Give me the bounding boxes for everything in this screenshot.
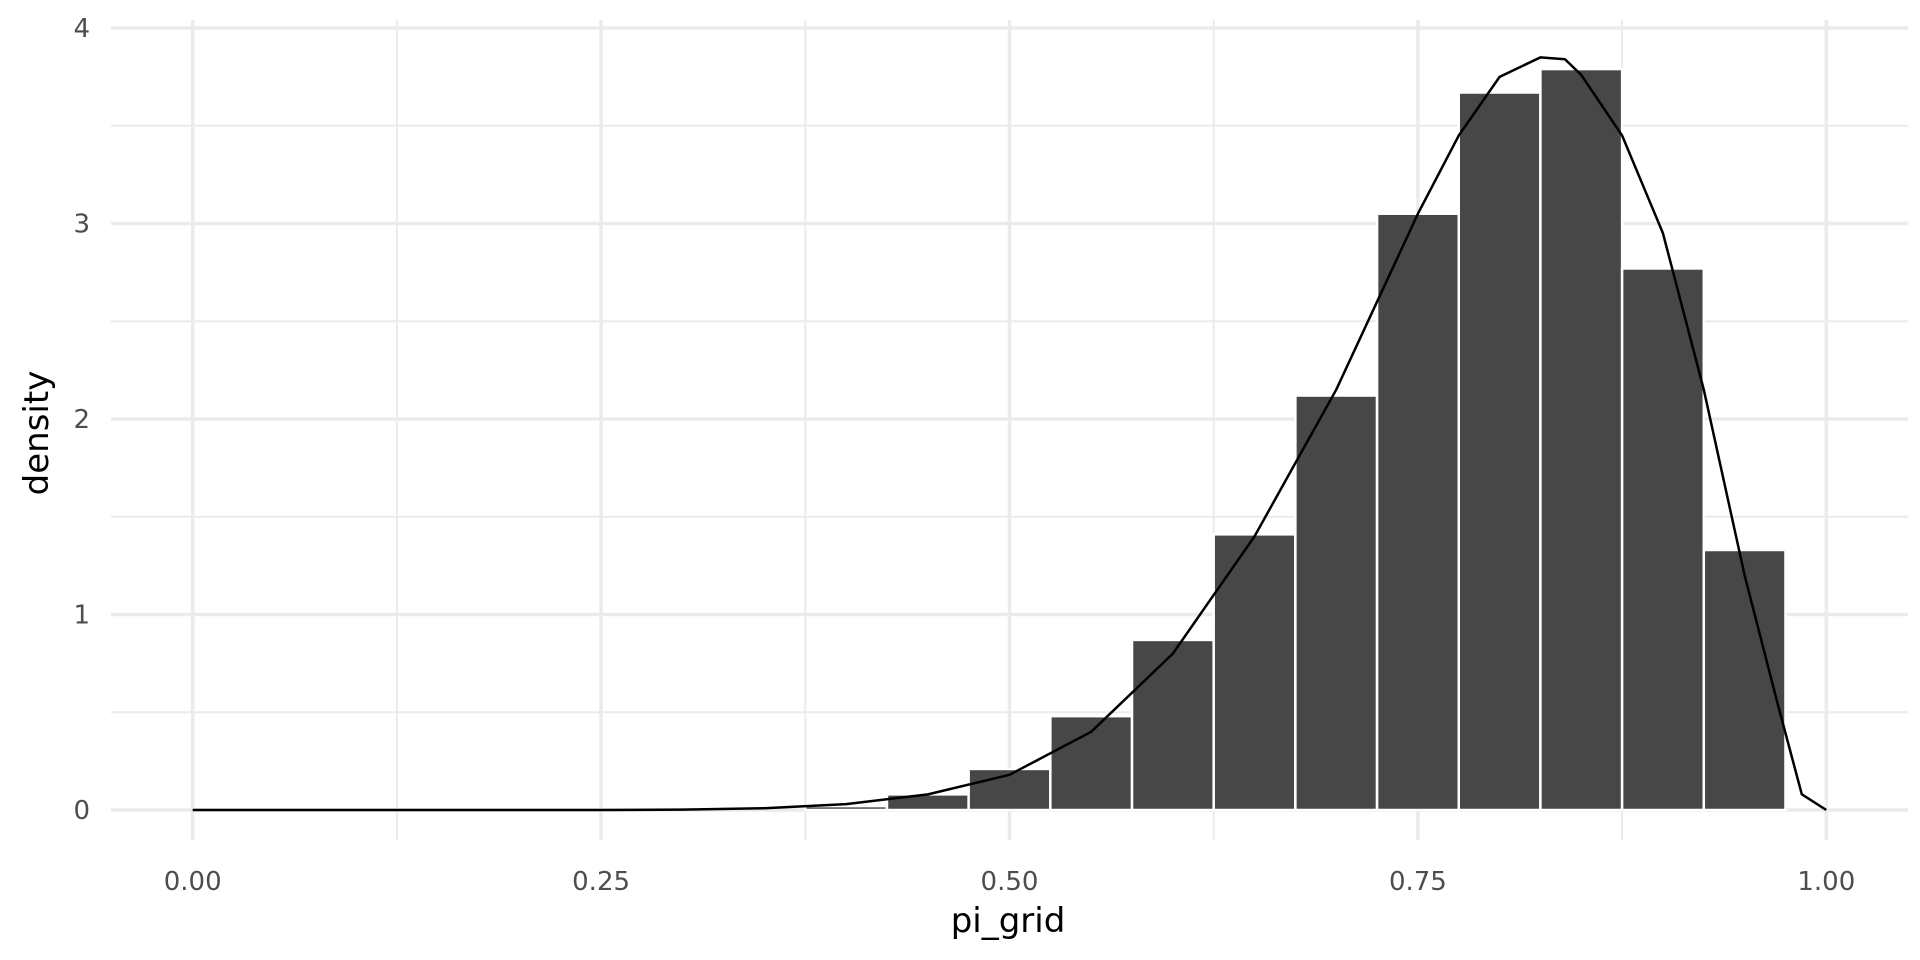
y-tick-label: 2 bbox=[73, 405, 90, 435]
x-tick-label: 0.50 bbox=[981, 867, 1039, 897]
histogram-bar bbox=[1130, 638, 1215, 812]
x-tick-label: 0.75 bbox=[1389, 867, 1447, 897]
y-tick-label: 0 bbox=[73, 796, 90, 826]
x-tick-label: 0.25 bbox=[572, 867, 630, 897]
histogram-bar bbox=[1457, 91, 1542, 812]
x-tick-label: 1.00 bbox=[1797, 867, 1855, 897]
y-axis-ticks: 0 1 2 3 4 bbox=[73, 14, 90, 826]
histogram-bar bbox=[1375, 212, 1461, 812]
histogram-bar bbox=[1294, 394, 1379, 812]
histogram-bars bbox=[804, 67, 1787, 812]
histogram-bar bbox=[1539, 67, 1624, 812]
y-axis-title: density bbox=[17, 371, 57, 496]
x-axis-title: pi_grid bbox=[951, 901, 1066, 941]
x-axis-ticks: 0.00 0.25 0.50 0.75 1.00 bbox=[164, 867, 1856, 897]
y-tick-label: 1 bbox=[73, 601, 90, 631]
y-tick-label: 3 bbox=[73, 210, 90, 240]
histogram-bar bbox=[1620, 267, 1706, 812]
y-tick-label: 4 bbox=[73, 14, 90, 44]
histogram-bar bbox=[1702, 548, 1787, 812]
density-curve-group bbox=[192, 56, 1827, 812]
density-curve bbox=[192, 56, 1827, 812]
x-tick-label: 0.00 bbox=[164, 867, 222, 897]
